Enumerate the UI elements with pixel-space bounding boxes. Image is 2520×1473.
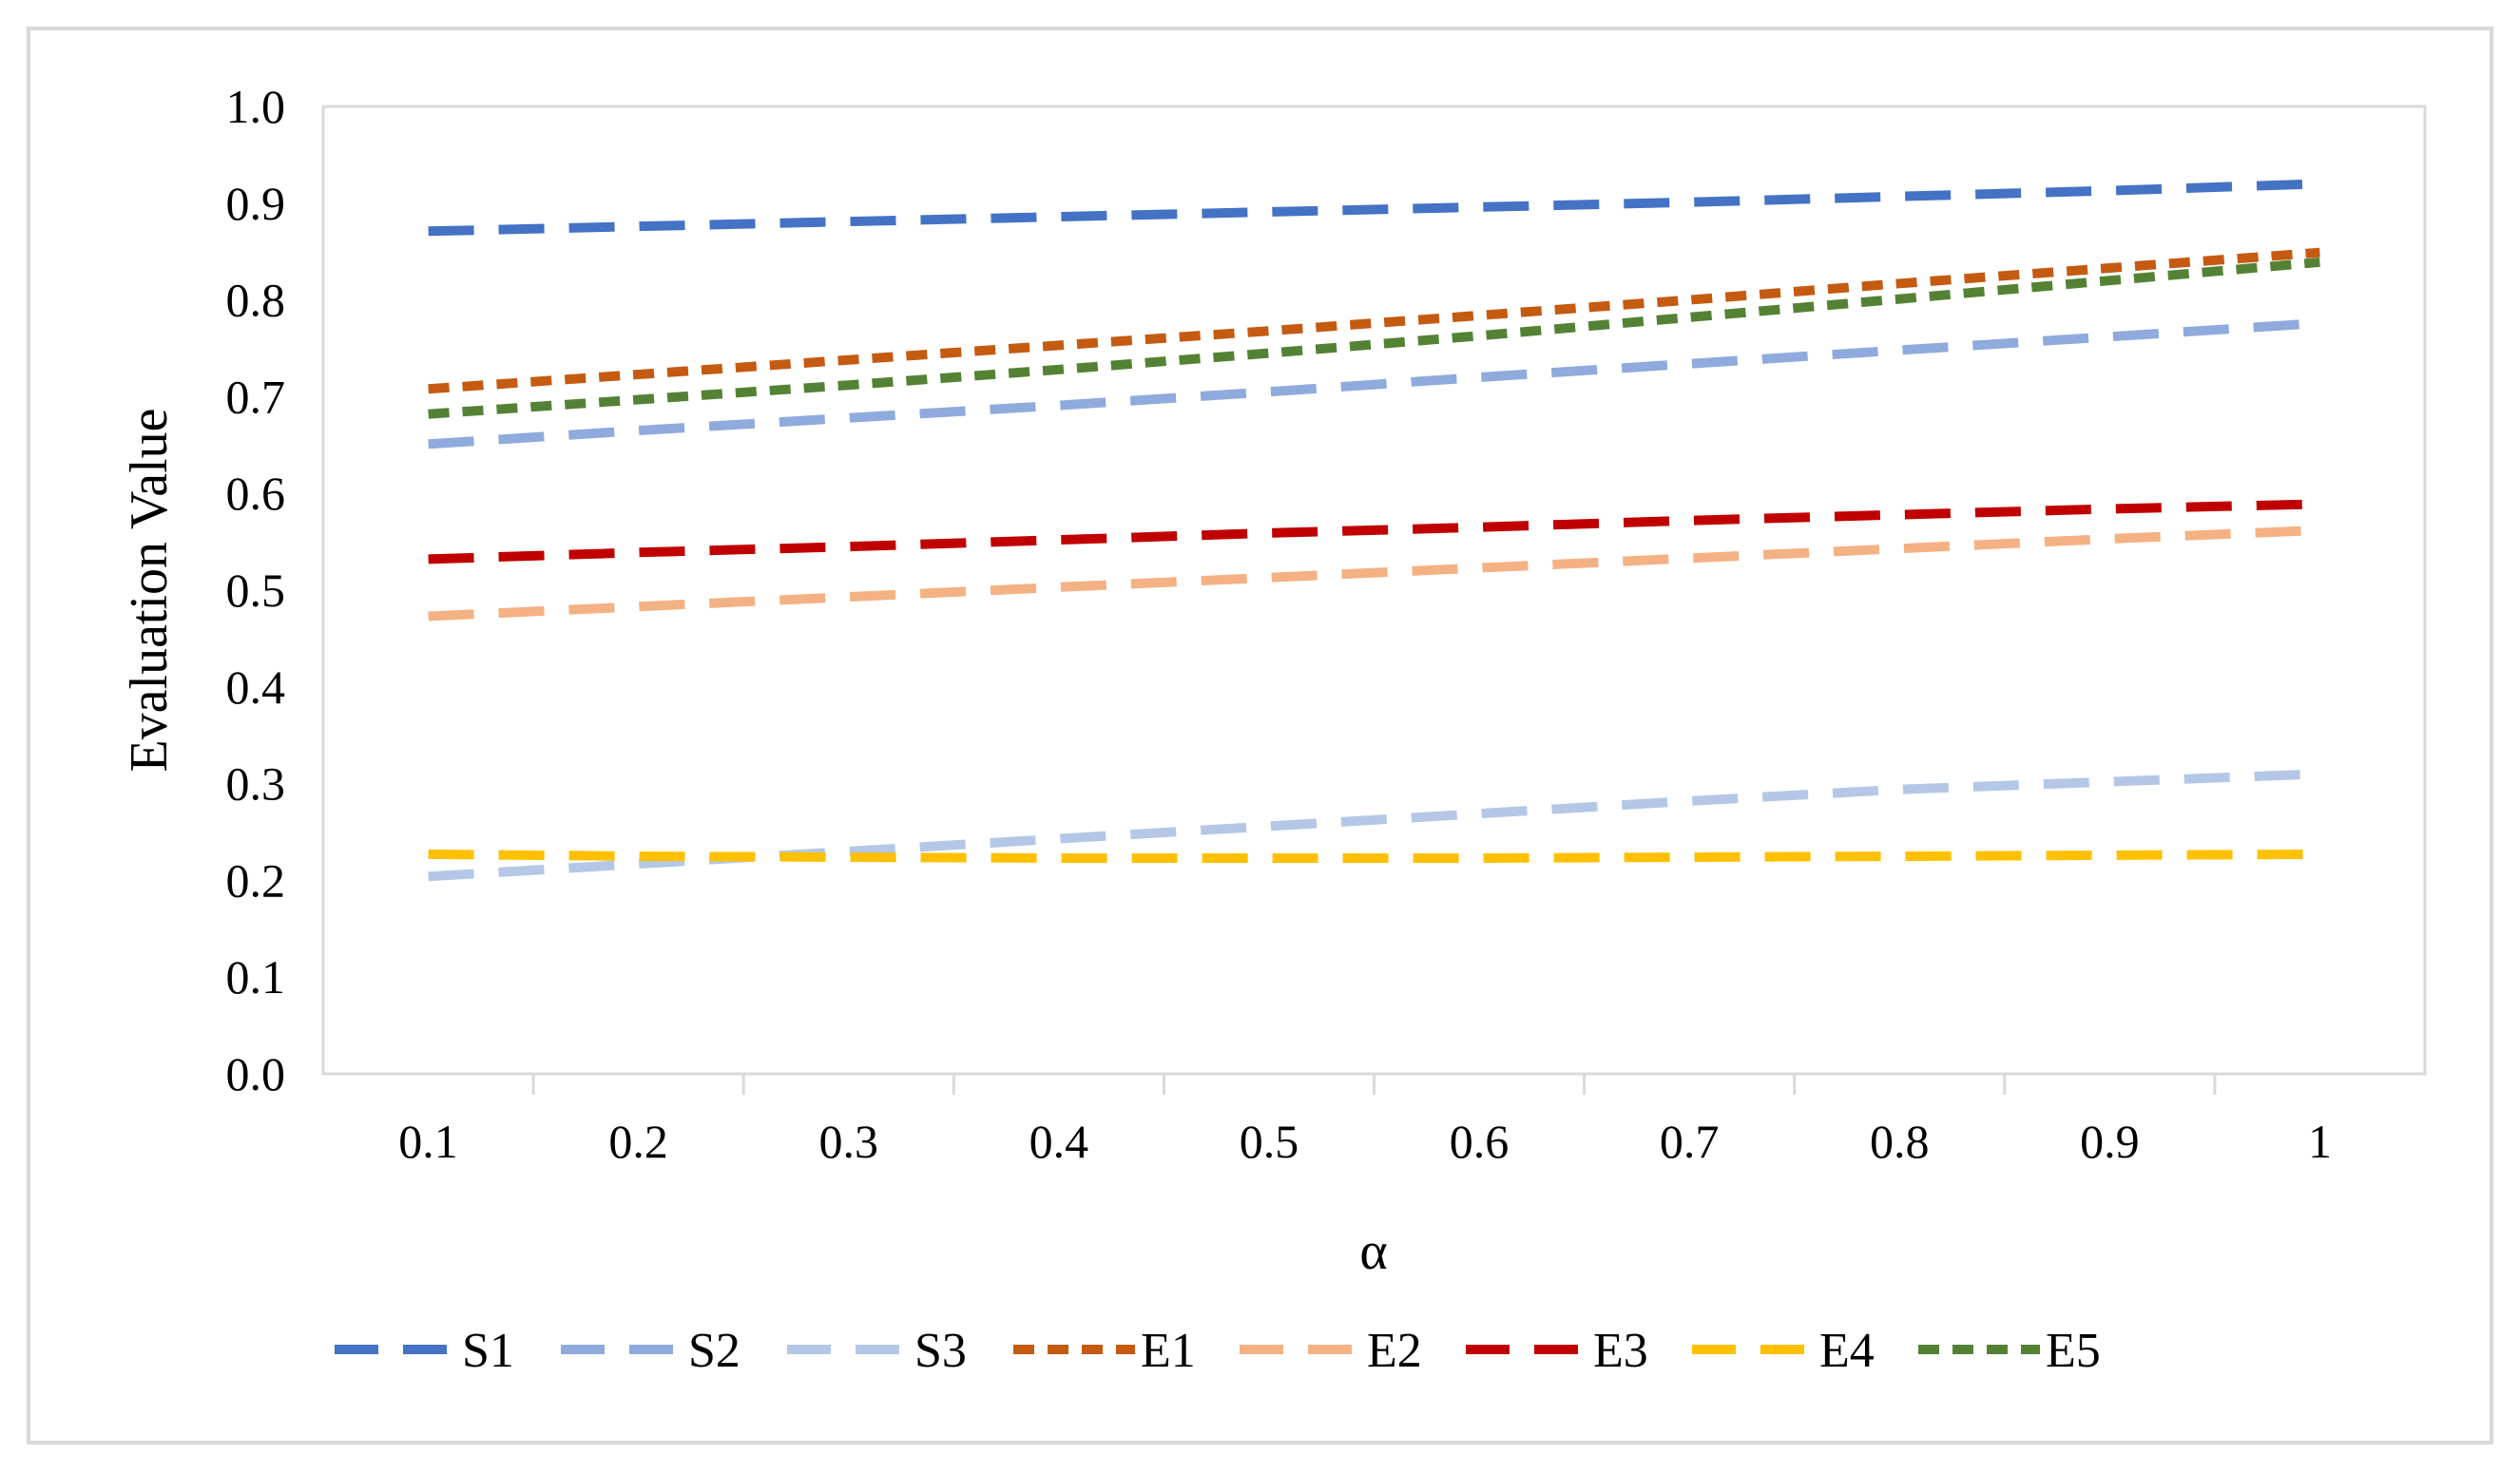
- chart-outer-frame: [27, 27, 2493, 1444]
- y-tick-label: 0.5: [226, 564, 286, 617]
- y-tick-label: 0.2: [226, 853, 286, 907]
- series-line-s1: [428, 179, 2320, 237]
- legend-label: S3: [914, 1324, 967, 1378]
- x-axis-tick-labels: 0.1 0.2 0.3 0.4 0.5 0.6 0.7 0.8 0.9 1: [398, 1115, 2332, 1168]
- legend-label: E5: [2046, 1324, 2101, 1378]
- legend-item-e5: E5: [1918, 1324, 2101, 1378]
- x-tick-label: 0.6: [1450, 1115, 1510, 1168]
- x-axis-title: α: [1359, 1222, 1387, 1281]
- y-tick-label: 0.9: [226, 177, 286, 230]
- y-tick-label: 0.8: [226, 274, 286, 327]
- y-tick-label: 1.0: [226, 80, 286, 133]
- legend-label: E2: [1367, 1324, 1422, 1378]
- x-tick-label: 0.3: [819, 1115, 879, 1168]
- legend-label: E1: [1141, 1324, 1196, 1378]
- legend-item-e4: E4: [1692, 1324, 1875, 1378]
- x-tick-label: 1: [2308, 1115, 2332, 1168]
- x-tick-label: 0.8: [1870, 1115, 1930, 1168]
- series-line-s2: [428, 318, 2320, 450]
- x-tick-label: 0.4: [1029, 1115, 1089, 1168]
- y-tick-label: 0.3: [226, 757, 286, 811]
- x-axis-tick-marks: [531, 1074, 2217, 1095]
- x-tick-label: 0.7: [1660, 1115, 1720, 1168]
- series-line-e3: [428, 499, 2320, 564]
- legend-item-e1: E1: [1013, 1324, 1196, 1378]
- legend-item-e3: E3: [1466, 1324, 1648, 1378]
- y-tick-label: 0.4: [226, 660, 286, 714]
- legend-label: E3: [1593, 1324, 1648, 1378]
- x-tick-label: 0.2: [608, 1115, 668, 1168]
- y-tick-label: 0.6: [226, 467, 286, 520]
- legend-item-s3: S3: [787, 1324, 967, 1378]
- legend-label: E4: [1819, 1324, 1875, 1378]
- series-lines: [428, 179, 2320, 882]
- series-line-e1: [428, 247, 2320, 394]
- legend-item-s1: S1: [335, 1324, 514, 1378]
- x-tick-label: 0.5: [1240, 1115, 1299, 1168]
- legend: S1 S2 S3 E1 E2 E3 E4 E5: [335, 1324, 2101, 1378]
- y-tick-label: 0.7: [226, 370, 286, 423]
- legend-label: S1: [462, 1324, 514, 1378]
- series-line-e2: [428, 525, 2320, 622]
- x-tick-label: 0.1: [398, 1115, 458, 1168]
- y-axis-tick-labels: 0.0 0.1 0.2 0.3 0.4 0.5 0.6 0.7 0.8 0.9 1.0: [226, 80, 286, 1100]
- legend-label: S2: [688, 1324, 741, 1378]
- y-tick-label: 0.0: [226, 1047, 286, 1100]
- series-line-e4: [428, 849, 2320, 863]
- legend-item-e2: E2: [1240, 1324, 1422, 1378]
- legend-item-s2: S2: [561, 1324, 741, 1378]
- x-tick-label: 0.9: [2080, 1115, 2140, 1168]
- y-tick-label: 0.1: [226, 950, 286, 1004]
- y-axis-title: Evaluation Value: [120, 408, 179, 772]
- series-line-e5: [428, 257, 2320, 419]
